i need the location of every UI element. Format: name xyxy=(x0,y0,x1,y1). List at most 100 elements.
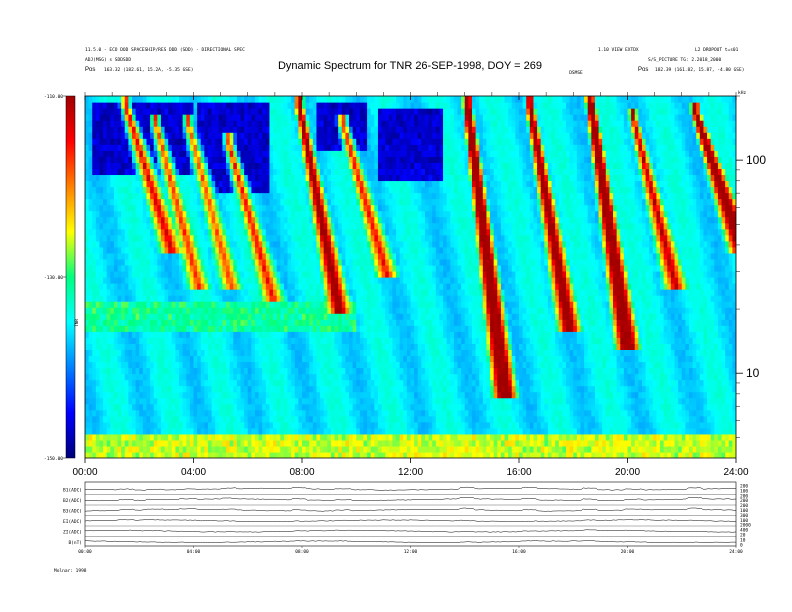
spectrogram-cell xyxy=(356,427,361,435)
spectrogram-cell xyxy=(381,156,386,163)
spectrogram-cell xyxy=(367,433,372,441)
spectrogram-cell xyxy=(95,96,101,103)
spectrogram-cell xyxy=(377,379,383,387)
spectrogram-cell xyxy=(341,132,346,139)
spectrogram-cell xyxy=(189,391,195,399)
spectrogram-cell xyxy=(103,144,108,151)
spectrogram-cell xyxy=(226,132,231,139)
spectrogram-cell xyxy=(85,168,90,176)
spectrogram-cell xyxy=(316,433,321,441)
spectrogram-cell xyxy=(283,301,289,308)
spectrogram-cell xyxy=(341,168,346,176)
spectrogram-cell xyxy=(218,174,224,182)
spectrogram-cell xyxy=(117,168,122,176)
spectrogram-cell xyxy=(121,210,126,218)
spectrogram-cell xyxy=(291,391,296,399)
spectrogram-cell xyxy=(132,343,137,350)
spectrogram-cell xyxy=(276,222,281,230)
spectrogram-cell xyxy=(283,258,289,266)
spectrogram-cell xyxy=(291,349,296,357)
spectrogram-cell xyxy=(146,409,151,417)
spectrogram-cell xyxy=(215,132,220,139)
spectrogram-cell xyxy=(157,391,162,399)
spectrogram-cell xyxy=(160,385,166,393)
spectrogram-cell xyxy=(273,150,278,157)
spectrogram-cell xyxy=(153,222,158,230)
spectrogram-cell xyxy=(316,277,321,284)
spectrogram-cell xyxy=(207,240,213,248)
spectrogram-cell xyxy=(247,108,252,115)
spectrogram-cell xyxy=(363,451,368,458)
spectrogram-cell xyxy=(345,102,350,109)
spectrogram-cell xyxy=(273,138,278,145)
spectrogram-cell xyxy=(247,132,252,139)
spectrogram-cell xyxy=(92,246,97,254)
spectrogram-cell xyxy=(302,343,307,350)
spectrogram-cell xyxy=(323,162,328,169)
spectrogram-cell xyxy=(164,210,169,218)
spectrogram-cell xyxy=(240,222,245,230)
spectrogram-cell xyxy=(367,96,372,103)
spectrogram-cell xyxy=(316,102,321,109)
spectrogram-cell xyxy=(291,325,296,332)
spectrogram-cell xyxy=(327,126,332,133)
spectrogram-cell xyxy=(359,234,365,242)
spectrogram-cell xyxy=(240,445,245,453)
spectrogram-cell xyxy=(283,379,289,387)
spectrogram-cell xyxy=(298,295,303,302)
spectrogram-cell xyxy=(254,379,260,387)
spectrogram-cell xyxy=(88,319,93,326)
spectrogram-cell xyxy=(218,186,224,194)
spectrogram-cell xyxy=(341,240,346,248)
spectrogram-cell xyxy=(139,210,144,218)
spectrogram-cell xyxy=(186,246,191,254)
spectrogram-cell xyxy=(186,108,191,115)
spectrogram-cell xyxy=(146,307,151,314)
spectrogram-cell xyxy=(345,337,350,344)
spectrogram-cell xyxy=(103,132,108,139)
spectrogram-cell xyxy=(298,307,303,314)
spectrogram-cell xyxy=(124,343,129,350)
spectrogram-cell xyxy=(316,258,321,266)
spectrogram-cell xyxy=(312,409,318,417)
spectrogram-cell xyxy=(200,216,205,224)
spectrogram-cell xyxy=(204,385,209,393)
spectrogram-cell xyxy=(95,126,101,133)
spectrogram-cell xyxy=(168,246,173,254)
spectrogram-cell xyxy=(168,270,173,278)
spectrogram-cell xyxy=(128,138,133,145)
spectrogram-cell xyxy=(309,186,314,194)
spectrogram-cell xyxy=(374,216,379,224)
spectrogram-cell xyxy=(128,234,133,242)
spectrogram-cell xyxy=(240,186,245,194)
spectrogram-cell xyxy=(352,403,357,411)
spectrogram-cell xyxy=(352,102,357,109)
spectrogram-cell xyxy=(316,132,321,139)
spectrogram-cell xyxy=(175,126,180,133)
spectrogram-cell xyxy=(309,102,314,109)
spectrogram-cell xyxy=(381,120,386,127)
spectrogram-cell xyxy=(323,228,328,236)
spectrogram-cell xyxy=(204,397,209,405)
spectrogram-cell xyxy=(345,451,350,458)
spectrogram-cell xyxy=(160,319,166,326)
spectrogram-cell xyxy=(294,240,299,248)
spectrogram-cell xyxy=(269,114,274,121)
spectrogram-cell xyxy=(287,373,292,381)
spectrogram-cell xyxy=(367,325,372,332)
spectrogram-cell xyxy=(88,270,93,278)
spectrogram-cell xyxy=(363,289,368,296)
spectrogram-cell xyxy=(157,361,162,369)
spectrogram-cell xyxy=(370,246,375,254)
spectrogram-cell xyxy=(197,283,202,290)
spectrogram-cell xyxy=(320,325,325,332)
spectrogram-cell xyxy=(334,289,339,296)
spectrogram-cell xyxy=(269,126,274,133)
spectrogram-cell xyxy=(320,204,325,212)
spectrogram-cell xyxy=(175,379,180,387)
spectrogram-cell xyxy=(211,307,216,314)
spectrogram-cell xyxy=(251,331,256,338)
spectrogram-cell xyxy=(370,174,375,182)
spectrogram-cell xyxy=(113,168,119,176)
spectrogram-cell xyxy=(280,240,285,248)
